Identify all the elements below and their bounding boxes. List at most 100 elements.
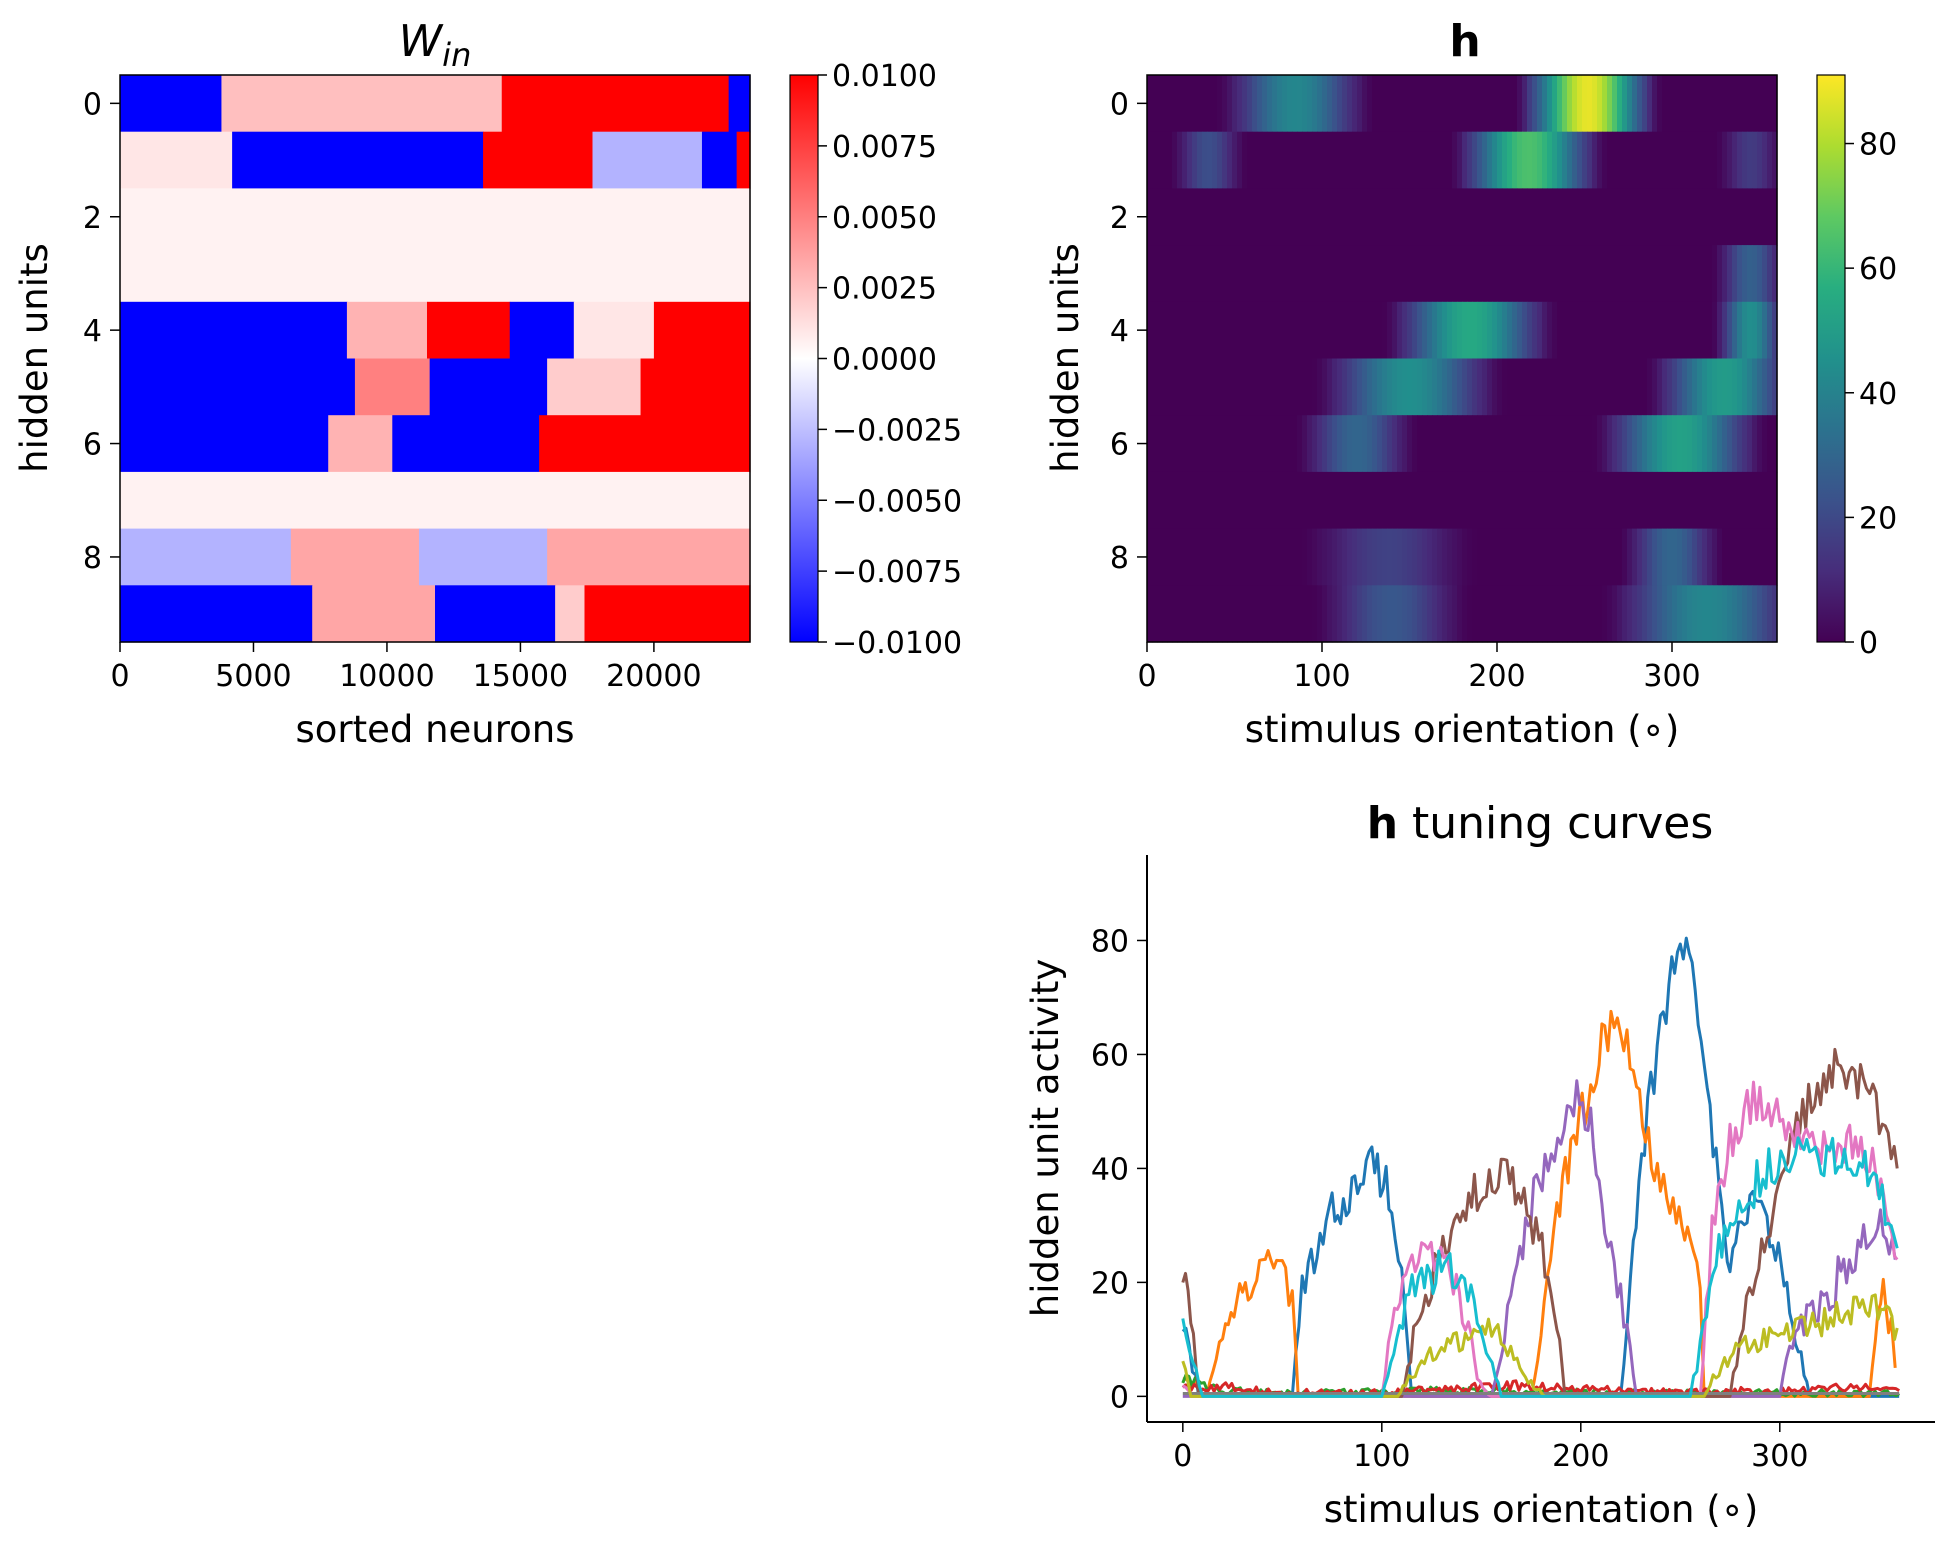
h-cell xyxy=(1417,415,1423,473)
h-cell xyxy=(1647,471,1653,530)
h-cell xyxy=(1592,301,1598,360)
h-cell xyxy=(1462,471,1468,530)
h-cell xyxy=(1577,188,1583,246)
h-cell xyxy=(1602,131,1608,189)
h-cell xyxy=(1162,245,1168,303)
h-cell xyxy=(1392,415,1398,473)
h-cell xyxy=(1697,188,1703,246)
h-cell xyxy=(1467,188,1473,246)
h-cell xyxy=(1587,585,1593,643)
h-cell xyxy=(1387,471,1393,530)
h-cell xyxy=(1767,188,1773,246)
h-cell xyxy=(1592,358,1598,416)
h-cell xyxy=(1252,245,1258,303)
h-cell xyxy=(1507,131,1513,189)
h-cell xyxy=(1447,528,1453,586)
h-cell xyxy=(1317,75,1323,133)
h-cell xyxy=(1242,301,1248,360)
h-cell xyxy=(1207,131,1213,189)
h-cell xyxy=(1387,585,1393,643)
h-cell xyxy=(1597,415,1603,473)
h-cell xyxy=(1327,415,1333,473)
h-cell xyxy=(1602,75,1608,133)
win-cell xyxy=(392,415,540,473)
h-cell xyxy=(1677,131,1683,189)
h-cell xyxy=(1482,188,1488,246)
h-cell xyxy=(1547,585,1553,643)
tuning-ytick-label: 20 xyxy=(1091,1266,1129,1301)
h-cell xyxy=(1552,75,1558,133)
h-cell xyxy=(1182,471,1188,530)
h-cell xyxy=(1677,471,1683,530)
h-cell xyxy=(1632,528,1638,586)
h-cell xyxy=(1442,301,1448,360)
win-colorbar-label: 0.0025 xyxy=(832,272,937,307)
h-cell xyxy=(1662,528,1668,586)
h-cell xyxy=(1392,528,1398,586)
h-cell xyxy=(1517,75,1523,133)
h-cell xyxy=(1262,131,1268,189)
h-cell xyxy=(1302,245,1308,303)
h-cell xyxy=(1282,188,1288,246)
h-cell xyxy=(1692,245,1698,303)
h-cell xyxy=(1317,528,1323,586)
h-cell xyxy=(1737,131,1743,189)
h-cell xyxy=(1412,471,1418,530)
h-cell xyxy=(1417,245,1423,303)
h-cell xyxy=(1147,131,1153,189)
h-cell xyxy=(1702,528,1708,586)
h-cell xyxy=(1302,415,1308,473)
h-cell xyxy=(1407,245,1413,303)
h-cell xyxy=(1302,301,1308,360)
h-cell xyxy=(1382,358,1388,416)
win-xtick-label: 10000 xyxy=(339,659,434,694)
h-cell xyxy=(1527,471,1533,530)
win-cell xyxy=(328,415,393,473)
h-cell xyxy=(1232,528,1238,586)
h-cell xyxy=(1457,131,1463,189)
h-cell xyxy=(1477,301,1483,360)
h-cell xyxy=(1232,585,1238,643)
h-cell xyxy=(1577,528,1583,586)
h-cell xyxy=(1492,585,1498,643)
win-cell xyxy=(120,131,233,189)
h-cell xyxy=(1417,301,1423,360)
h-cell xyxy=(1387,188,1393,246)
h-cell xyxy=(1157,188,1163,246)
h-cell xyxy=(1247,245,1253,303)
h-cell xyxy=(1502,75,1508,133)
h-cell xyxy=(1622,415,1628,473)
h-cell xyxy=(1462,415,1468,473)
h-cell xyxy=(1692,188,1698,246)
h-cell xyxy=(1347,585,1353,643)
h-cell xyxy=(1477,415,1483,473)
h-cell xyxy=(1287,471,1293,530)
h-cell xyxy=(1542,75,1548,133)
h-cell xyxy=(1587,415,1593,473)
h-cell xyxy=(1307,528,1313,586)
h-cell xyxy=(1717,131,1723,189)
h-cell xyxy=(1167,301,1173,360)
h-cell xyxy=(1677,188,1683,246)
h-cell xyxy=(1692,471,1698,530)
h-cell xyxy=(1442,188,1448,246)
h-cell xyxy=(1467,415,1473,473)
win-xlabel: sorted neurons xyxy=(295,708,574,751)
h-cell xyxy=(1557,188,1563,246)
h-cell xyxy=(1712,131,1718,189)
h-cell xyxy=(1352,585,1358,643)
h-cell xyxy=(1212,471,1218,530)
h-cell xyxy=(1147,528,1153,586)
h-cell xyxy=(1737,415,1743,473)
h-cell xyxy=(1607,528,1613,586)
h-cell xyxy=(1147,188,1153,246)
h-cell xyxy=(1452,75,1458,133)
h-cell xyxy=(1592,131,1598,189)
win-cell xyxy=(354,358,431,416)
h-cell xyxy=(1752,245,1758,303)
h-cell xyxy=(1427,358,1433,416)
h-cell xyxy=(1152,415,1158,473)
h-cell xyxy=(1687,585,1693,643)
h-cell xyxy=(1437,75,1443,133)
h-cell xyxy=(1607,131,1613,189)
